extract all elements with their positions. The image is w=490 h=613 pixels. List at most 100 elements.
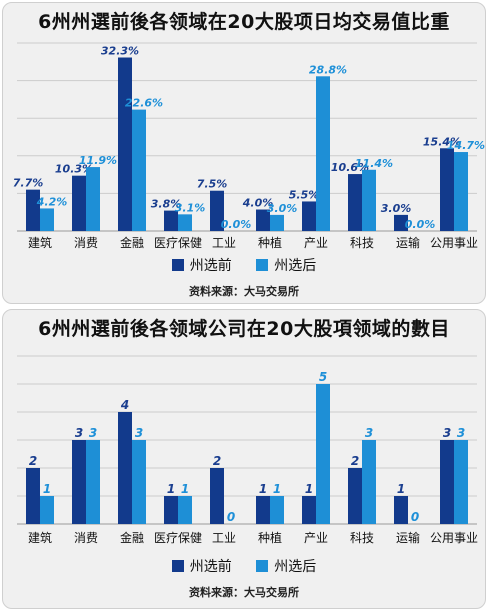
bar-after <box>454 152 468 231</box>
bar-before <box>394 214 408 231</box>
bar-before <box>302 201 316 231</box>
bar-after <box>40 208 54 231</box>
category-group: 4.0%3.0% 种植 <box>242 197 298 250</box>
bar-after <box>454 440 468 524</box>
bar-before <box>210 468 224 524</box>
data-label: 0 <box>227 510 235 524</box>
bar-before <box>26 468 40 524</box>
legend-item-before: 州选前 <box>171 556 232 576</box>
chart-title: 6州州選前後各领域在20大股项日均交易值比重 <box>38 11 450 33</box>
category-label: 建筑 <box>28 530 52 545</box>
data-label: 22.6% <box>125 97 163 110</box>
bar-before <box>210 190 224 231</box>
data-label: 0.0% <box>221 218 252 231</box>
data-label: 15.4% <box>423 135 461 148</box>
data-label: 5 <box>319 370 327 384</box>
data-label: 3.0% <box>381 202 412 215</box>
category-label: 消费 <box>74 236 98 250</box>
bar-after <box>362 169 376 231</box>
data-label: 4.2% <box>36 195 68 208</box>
legend: 州选前 州选后 <box>3 556 485 576</box>
bar-before <box>164 210 178 231</box>
category-group: 7.5% 0.0% 工业 <box>197 178 252 250</box>
bar-before <box>302 496 316 524</box>
legend-label-before: 州选前 <box>189 258 232 274</box>
category-label: 建筑 <box>28 235 52 250</box>
bar-before <box>440 148 454 231</box>
category-label: 产业 <box>304 236 328 250</box>
category-label: 种植 <box>258 530 282 545</box>
data-label: 7.5% <box>197 178 228 191</box>
category-group: 43 金融 <box>118 398 146 545</box>
bar-before <box>164 496 178 524</box>
legend-item-before: 州选前 <box>171 255 232 275</box>
category-group: 10.3%11.9% 消费 <box>55 154 117 250</box>
bar-after <box>316 76 330 231</box>
category-label: 消费 <box>74 531 98 545</box>
data-label: 0 <box>411 510 419 524</box>
category-label: 产业 <box>304 531 328 545</box>
legend-swatch-after <box>256 560 269 572</box>
category-group: 3.0% 0.0% 运输 <box>381 202 436 250</box>
bar-before <box>440 440 454 524</box>
bar-after <box>316 384 330 524</box>
legend-swatch-after <box>256 259 269 271</box>
category-label: 种植 <box>258 235 282 250</box>
category-label: 运输 <box>396 530 420 545</box>
category-group: 2 0 工业 <box>210 454 236 545</box>
category-group: 3 3 公用事业 <box>430 426 478 545</box>
category-group: 10 运输 <box>394 482 420 545</box>
category-label: 运输 <box>396 235 420 250</box>
source-note: 资料来源：大马交易所 <box>189 285 299 298</box>
data-label: 1 <box>181 482 189 496</box>
data-label: 3 <box>89 426 97 440</box>
category-label: 工业 <box>212 236 236 250</box>
category-group: 1 1 医疗保健 <box>154 482 202 545</box>
data-label: 32.3% <box>101 45 139 58</box>
bar-before <box>118 57 132 232</box>
category-group: 32.3% 22.6% 金融 <box>101 45 163 250</box>
category-label: 科技 <box>350 531 374 545</box>
category-label: 医疗保健 <box>154 236 202 250</box>
data-label: 4.0% <box>242 197 274 210</box>
category-group: 23 科技 <box>348 426 376 545</box>
data-label: 0.0% <box>405 218 436 231</box>
data-label: 3 <box>135 426 143 440</box>
data-label: 14.7% <box>447 139 485 152</box>
bar-before <box>348 174 362 231</box>
data-label: 10.6% <box>331 161 369 174</box>
bar-after <box>40 496 54 524</box>
category-label: 金融 <box>120 235 144 250</box>
legend-label-after: 州选后 <box>274 258 317 274</box>
bar-before <box>26 189 40 231</box>
data-label: 1 <box>305 482 313 496</box>
data-label: 3.0% <box>267 202 298 215</box>
category-label: 科技 <box>350 236 374 250</box>
bar-before <box>72 175 86 231</box>
bar-after <box>86 167 100 231</box>
data-label: 11.9% <box>79 154 117 167</box>
source-note: 资料来源：大马交易所 <box>189 586 299 599</box>
legend-swatch-before <box>171 560 184 572</box>
category-group: 21 建筑 <box>26 454 54 545</box>
data-label: 1 <box>167 482 175 496</box>
data-label: 2 <box>351 454 359 468</box>
category-label: 公用事业 <box>430 531 478 545</box>
bar-after <box>132 109 146 231</box>
category-group: 1 5 产业 <box>302 370 330 545</box>
bar-before <box>394 496 408 524</box>
bar-after <box>86 440 100 524</box>
legend-item-after: 州选后 <box>256 255 316 275</box>
data-label: 3 <box>365 426 373 440</box>
data-label: 4 <box>120 398 129 412</box>
category-group: 10.6%11.4% 科技 <box>331 157 393 250</box>
category-label: 公用事业 <box>430 236 478 250</box>
data-label: 1 <box>43 482 51 496</box>
chart-title: 6州州選前後各领域公司在20大股項领域的數目 <box>38 318 450 340</box>
legend-item-after: 州选后 <box>256 556 316 576</box>
category-group: 15.4%14.7% 公用事业 <box>423 135 485 250</box>
bar-after <box>270 214 284 231</box>
data-label: 2 <box>29 454 37 468</box>
legend-label-after: 州选后 <box>274 559 317 575</box>
bar-after <box>132 440 146 524</box>
